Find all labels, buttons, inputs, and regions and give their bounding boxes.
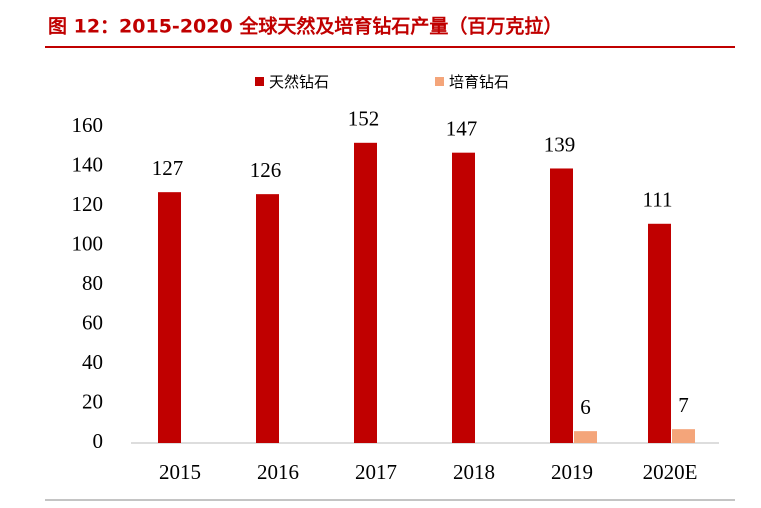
bar	[158, 192, 181, 443]
x-tick-label: 2020E	[643, 460, 698, 484]
legend-label: 培育钻石	[449, 73, 509, 91]
bar	[452, 152, 475, 444]
data-label: 126	[250, 158, 282, 182]
y-tick-label: 100	[72, 231, 104, 255]
x-tick-label: 2016	[257, 460, 299, 484]
data-label: 139	[544, 132, 576, 156]
legend-swatch	[435, 77, 444, 86]
y-tick-label: 20	[82, 389, 103, 413]
data-label: 6	[580, 395, 591, 419]
bar	[648, 223, 671, 443]
data-label: 111	[643, 188, 673, 212]
bar	[672, 429, 695, 443]
y-tick-label: 120	[72, 192, 104, 216]
chart-title: 图 12：2015-2020 全球天然及培育钻石产量（百万克拉）	[48, 15, 562, 38]
y-tick-label: 40	[82, 350, 103, 374]
y-tick-label: 140	[72, 152, 104, 176]
y-tick-label: 60	[82, 310, 103, 334]
data-label: 147	[446, 116, 478, 140]
y-tick-label: 80	[82, 271, 103, 295]
data-label: 7	[678, 393, 689, 417]
x-tick-label: 2019	[551, 460, 593, 484]
x-tick-label: 2018	[453, 460, 495, 484]
data-label: 127	[152, 156, 184, 180]
y-tick-label: 160	[72, 113, 104, 137]
x-tick-label: 2015	[159, 460, 201, 484]
data-label: 152	[348, 107, 380, 131]
y-tick-label: 0	[93, 429, 104, 453]
legend-swatch	[255, 77, 264, 86]
bar	[354, 142, 377, 444]
bar	[550, 168, 573, 443]
x-tick-label: 2017	[355, 460, 397, 484]
legend-label: 天然钻石	[269, 73, 329, 91]
bar	[574, 431, 597, 443]
bar	[256, 194, 279, 443]
